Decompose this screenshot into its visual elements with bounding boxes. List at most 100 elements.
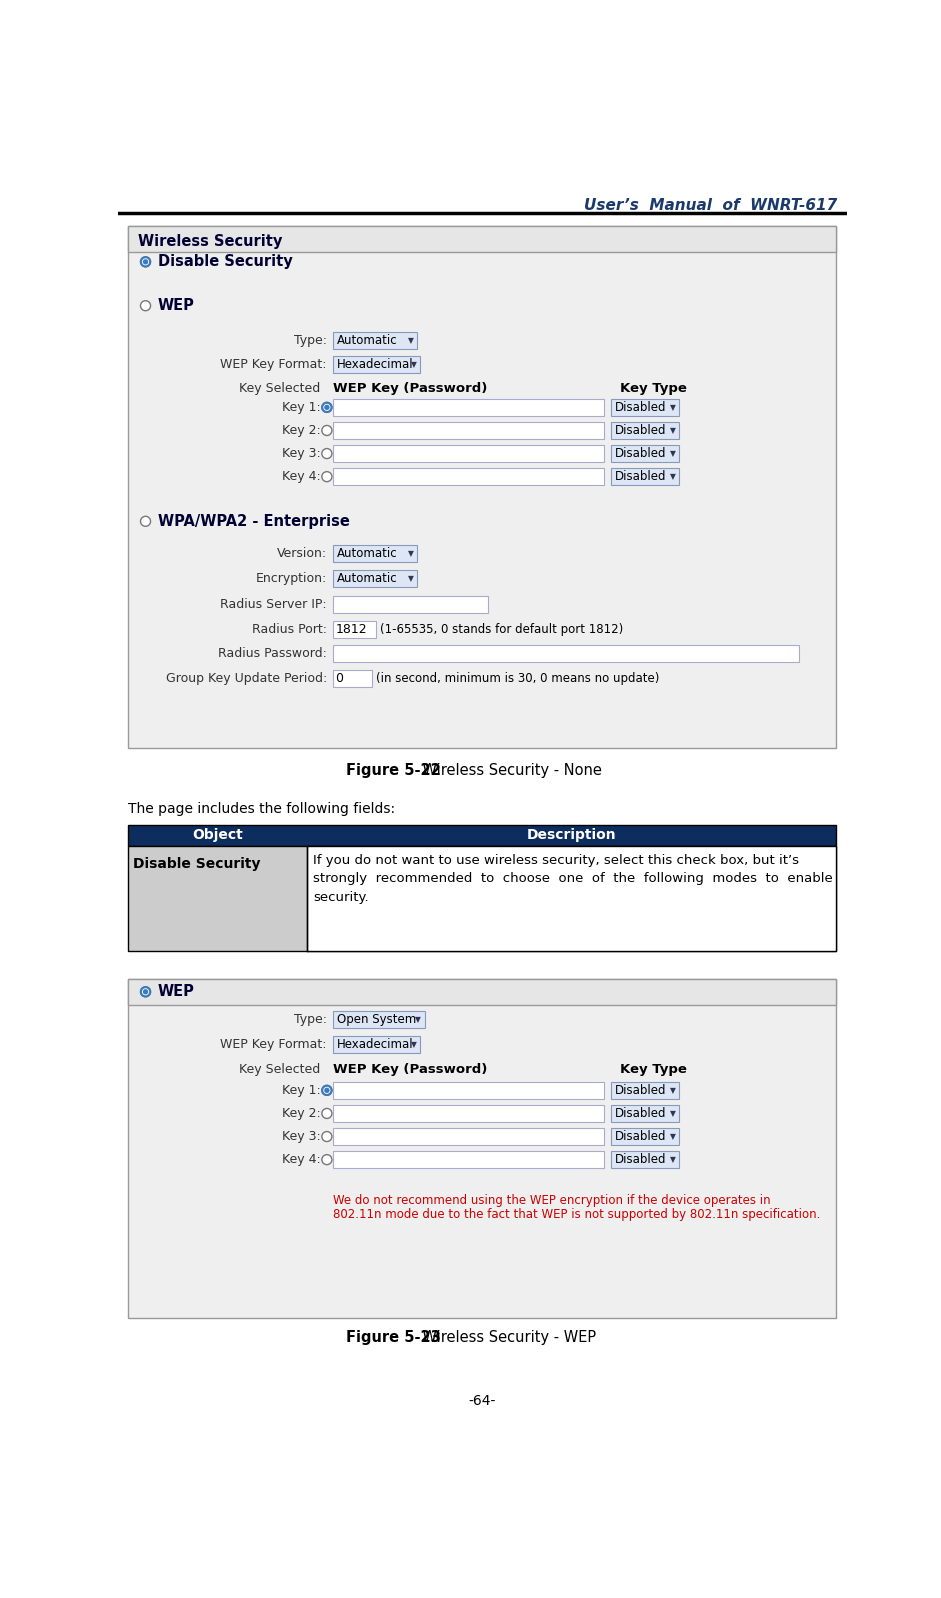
Text: Key 4:: Key 4: <box>282 1154 321 1167</box>
Bar <box>129 225 836 252</box>
Text: WEP: WEP <box>158 984 195 999</box>
Text: If you do not want to use wireless security, select this check box, but it’s: If you do not want to use wireless secur… <box>313 853 799 868</box>
Text: ▼: ▼ <box>410 1040 417 1048</box>
Text: Key 4:: Key 4: <box>282 470 321 483</box>
Bar <box>333 1151 604 1168</box>
Circle shape <box>140 257 151 267</box>
Circle shape <box>322 1155 332 1165</box>
Bar <box>333 356 420 372</box>
Text: User’s  Manual  of  WNRT-617: User’s Manual of WNRT-617 <box>584 198 837 213</box>
Text: WEP Key Format:: WEP Key Format: <box>220 1037 327 1050</box>
Bar <box>129 825 836 847</box>
Text: Key 2:: Key 2: <box>282 1107 321 1120</box>
Bar <box>611 1151 678 1168</box>
Bar <box>129 847 836 951</box>
Circle shape <box>322 449 332 459</box>
Text: Radius Server IP:: Radius Server IP: <box>220 598 327 610</box>
Bar <box>333 646 799 662</box>
Text: Open System: Open System <box>337 1013 416 1026</box>
Circle shape <box>322 425 332 436</box>
Text: Radius Port:: Radius Port: <box>252 623 327 636</box>
Text: We do not recommend using the WEP encryption if the device operates in: We do not recommend using the WEP encryp… <box>333 1194 771 1208</box>
Text: Key 1:: Key 1: <box>282 1083 321 1096</box>
Text: -64-: -64- <box>469 1393 496 1408</box>
Text: Version:: Version: <box>277 547 327 561</box>
Bar <box>333 596 488 614</box>
Text: Disabled: Disabled <box>614 1083 666 1096</box>
Text: Disable Security: Disable Security <box>133 857 261 871</box>
Text: Disabled: Disabled <box>614 1107 666 1120</box>
Text: The page includes the following fields:: The page includes the following fields: <box>129 802 395 817</box>
Text: security.: security. <box>313 892 369 904</box>
Text: Type:: Type: <box>294 1013 327 1026</box>
Text: Disabled: Disabled <box>614 470 666 483</box>
Circle shape <box>322 471 332 481</box>
Circle shape <box>140 988 151 997</box>
Bar <box>611 422 678 439</box>
Text: Key Type: Key Type <box>620 382 687 395</box>
Text: ▼: ▼ <box>670 471 676 481</box>
Circle shape <box>322 1109 332 1119</box>
Bar <box>333 1012 424 1028</box>
Text: Disabled: Disabled <box>614 1130 666 1143</box>
Circle shape <box>324 1088 329 1093</box>
Bar <box>611 468 678 486</box>
Bar <box>333 422 604 439</box>
Text: 1812: 1812 <box>335 623 367 636</box>
Bar <box>307 847 836 951</box>
Text: Type:: Type: <box>294 334 327 347</box>
Text: ▼: ▼ <box>407 336 413 345</box>
Text: ▼: ▼ <box>410 360 417 369</box>
Text: Automatic: Automatic <box>337 334 398 347</box>
Text: Wireless Security - None: Wireless Security - None <box>405 764 602 778</box>
Circle shape <box>140 300 151 310</box>
Text: (1-65535, 0 stands for default port 1812): (1-65535, 0 stands for default port 1812… <box>379 623 623 636</box>
Bar <box>333 1104 604 1122</box>
Bar <box>129 225 836 748</box>
Bar <box>611 1082 678 1099</box>
Text: Hexadecimal: Hexadecimal <box>337 358 414 371</box>
Bar <box>333 545 417 562</box>
Text: Object: Object <box>192 828 243 842</box>
Bar <box>333 1082 604 1099</box>
Bar <box>129 978 836 1317</box>
Text: WEP Key (Password): WEP Key (Password) <box>333 382 487 395</box>
Bar <box>611 1104 678 1122</box>
Text: Figure 5-22: Figure 5-22 <box>346 764 441 778</box>
Text: 802.11n mode due to the fact that WEP is not supported by 802.11n specification.: 802.11n mode due to the fact that WEP is… <box>333 1208 821 1221</box>
Bar <box>333 1128 604 1146</box>
Text: ▼: ▼ <box>670 449 676 459</box>
Text: Disabled: Disabled <box>614 401 666 414</box>
Text: Disabled: Disabled <box>614 1154 666 1167</box>
Bar <box>333 468 604 486</box>
Text: Automatic: Automatic <box>337 547 398 561</box>
Text: strongly  recommended  to  choose  one  of  the  following  modes  to  enable: strongly recommended to choose one of th… <box>313 873 833 885</box>
Text: ▼: ▼ <box>670 1155 676 1165</box>
Text: Automatic: Automatic <box>337 572 398 585</box>
Text: Key 1:: Key 1: <box>282 401 321 414</box>
Text: ▼: ▼ <box>670 1109 676 1119</box>
Bar <box>611 1128 678 1146</box>
Text: Encryption:: Encryption: <box>256 572 327 585</box>
Text: Key 3:: Key 3: <box>282 447 321 460</box>
Text: Key Selected: Key Selected <box>239 1063 321 1075</box>
Bar <box>333 670 372 687</box>
Text: Disable Security: Disable Security <box>158 254 293 270</box>
Circle shape <box>322 1085 332 1095</box>
Text: ▼: ▼ <box>415 1015 422 1024</box>
Text: (in second, minimum is 30, 0 means no update): (in second, minimum is 30, 0 means no up… <box>376 671 660 686</box>
Circle shape <box>143 989 149 994</box>
Text: Radius Password:: Radius Password: <box>218 647 327 660</box>
Circle shape <box>324 404 329 411</box>
Text: Key 2:: Key 2: <box>282 423 321 436</box>
Text: WEP Key Format:: WEP Key Format: <box>220 358 327 371</box>
Bar <box>333 570 417 586</box>
Text: WEP: WEP <box>158 299 195 313</box>
Bar <box>611 446 678 462</box>
Bar <box>333 446 604 462</box>
Text: ▼: ▼ <box>670 427 676 435</box>
Text: WPA/WPA2 - Enterprise: WPA/WPA2 - Enterprise <box>158 515 350 529</box>
Bar <box>333 1036 420 1053</box>
Text: Key 3:: Key 3: <box>282 1130 321 1143</box>
Circle shape <box>322 403 332 412</box>
